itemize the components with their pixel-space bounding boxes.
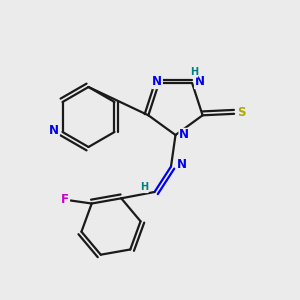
Text: H: H [190, 67, 198, 77]
Text: S: S [237, 106, 246, 119]
Text: N: N [176, 158, 186, 172]
Text: F: F [61, 194, 69, 206]
Text: N: N [179, 128, 189, 142]
Text: N: N [49, 124, 59, 137]
Text: H: H [140, 182, 148, 193]
Text: N: N [195, 75, 205, 88]
Text: N: N [152, 75, 162, 88]
